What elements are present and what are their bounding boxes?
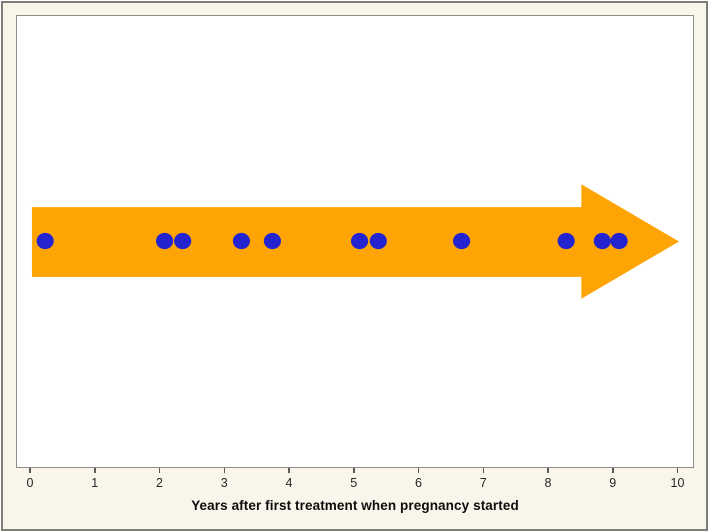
data-point [610, 232, 628, 250]
data-point [452, 232, 471, 250]
x-axis-label: Years after first treatment when pregnan… [191, 498, 519, 513]
data-point [174, 232, 192, 250]
data-point [36, 232, 54, 250]
data-point [263, 232, 281, 250]
data-point [350, 232, 369, 250]
timeline-arrow-plot [31, 184, 680, 299]
data-point [369, 232, 387, 250]
data-point [156, 232, 174, 250]
plot-area [16, 15, 694, 468]
data-point [232, 232, 250, 250]
data-point [557, 232, 575, 250]
data-point [593, 232, 611, 250]
